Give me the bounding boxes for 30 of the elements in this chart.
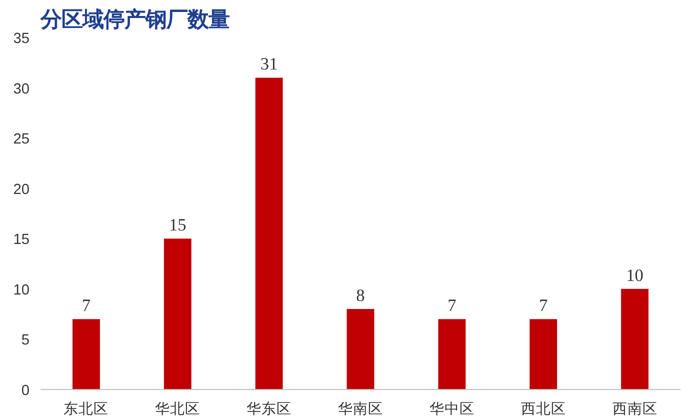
data-label: 15: [168, 216, 186, 235]
y-tick-label: 10: [13, 282, 30, 298]
bar: [530, 319, 558, 390]
bar: [72, 319, 100, 390]
x-tick-label: 华北区: [155, 400, 200, 418]
data-label: 7: [82, 296, 91, 316]
y-tick-label: 25: [13, 132, 30, 148]
x-tick-label: 东北区: [64, 400, 109, 418]
chart-title: 分区域停产钢厂数量: [40, 8, 230, 32]
bar: [164, 238, 192, 390]
bar: [621, 288, 648, 390]
data-label: 7: [448, 296, 457, 316]
y-tick-label: 0: [21, 383, 30, 399]
x-tick-label: 华中区: [429, 400, 474, 418]
x-tick-label: 西南区: [612, 400, 658, 418]
y-tick-label: 30: [13, 81, 30, 98]
y-tick-label: 5: [21, 332, 30, 349]
bar: [255, 78, 283, 390]
x-tick-label: 华东区: [246, 400, 292, 418]
data-label: 8: [356, 286, 365, 306]
data-label: 10: [626, 266, 644, 285]
y-tick-label: 20: [13, 182, 30, 198]
bar: [346, 309, 374, 390]
data-label: 31: [260, 54, 278, 74]
bar: [438, 319, 466, 390]
x-tick-label: 西北区: [520, 400, 566, 418]
y-tick-label: 35: [13, 31, 30, 47]
y-tick-label: 15: [13, 232, 30, 248]
x-tick-label: 华南区: [338, 400, 383, 418]
data-label: 7: [539, 296, 548, 316]
